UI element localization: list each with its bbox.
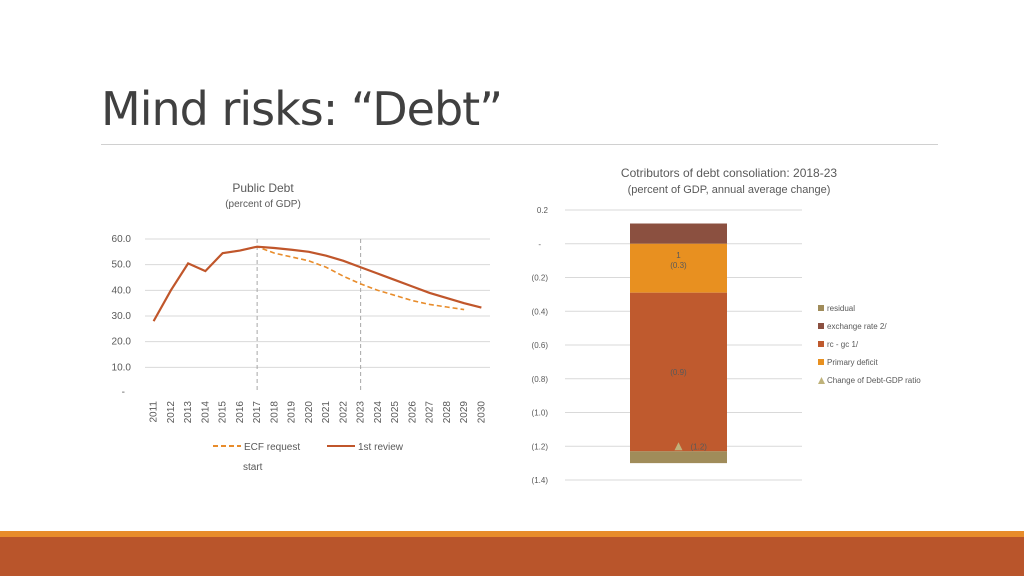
y-tick-label: 10.0 <box>112 362 132 373</box>
public-debt-chart: Public Debt (percent of GDP) - 10.0 20.0 30… <box>112 181 490 473</box>
slide-title: Mind risks: “Debt” <box>101 82 503 136</box>
y-tick-label: 40.0 <box>112 285 132 296</box>
title-divider <box>101 144 938 145</box>
x-tick-label: 2025 <box>390 401 401 424</box>
grid-lines <box>145 238 490 368</box>
y-tick-label: 60.0 <box>112 234 132 245</box>
x-tick-label: 2029 <box>459 401 470 424</box>
chart-title: Cotributors of debt consoliation: 2018-2… <box>621 166 837 180</box>
legend-label: Primary deficit <box>827 358 878 367</box>
x-tick-label: 2015 <box>218 401 229 424</box>
legend-label: 1st review <box>358 442 404 453</box>
x-tick-label: 2026 <box>407 401 418 424</box>
y-tick-label: (0.6) <box>532 341 549 350</box>
data-labels: 1(0.3) (0.9) (1.2) <box>670 251 707 451</box>
x-tick-label: 2020 <box>304 401 315 424</box>
legend-swatch <box>818 359 824 365</box>
footer-accent-bar <box>0 537 1024 576</box>
legend-swatch <box>818 305 824 311</box>
x-tick-label: 2021 <box>321 401 332 424</box>
legend-label: ECF request <box>244 442 300 453</box>
x-axis-ticks: 2011 2012 2013 2014 2015 2016 2017 2018 2019 2020… <box>149 401 488 424</box>
legend-swatch <box>818 323 824 329</box>
x-tick-label: 2022 <box>338 401 349 424</box>
x-tick-label: 2023 <box>356 401 367 424</box>
x-tick-label: 2028 <box>442 401 453 424</box>
legend-label: residual <box>827 304 855 313</box>
legend-swatch <box>818 341 824 347</box>
chart-title: Public Debt <box>232 181 294 195</box>
y-tick-label: 50.0 <box>112 260 132 271</box>
series-line <box>152 245 465 322</box>
triangle-marker <box>674 442 683 451</box>
x-tick-label: 2014 <box>200 401 211 424</box>
series-line <box>152 245 482 322</box>
legend-marker <box>818 377 825 384</box>
data-label: 1 <box>676 251 681 260</box>
y-tick-label: (0.8) <box>532 375 549 384</box>
y-tick-label: - <box>538 240 541 249</box>
data-label: (0.3) <box>670 261 687 270</box>
y-tick-label: (1.2) <box>532 442 549 451</box>
legend-label: rc - gc 1/ <box>827 340 859 349</box>
contributors-chart: Cotributors of debt consoliation: 2018-2… <box>532 166 922 485</box>
y-tick-label: (0.2) <box>532 274 549 283</box>
start-annotation: start <box>243 462 263 473</box>
series-lines <box>152 245 482 322</box>
legend: residual exchange rate 2/rc - gc 1/Primar… <box>818 304 921 385</box>
x-tick-label: 2018 <box>269 401 280 424</box>
footer-accent-stripe <box>0 531 1024 537</box>
x-tick-label: 2017 <box>252 401 263 424</box>
stacked-bar <box>630 223 727 464</box>
bar-segment-residual <box>630 451 727 464</box>
y-tick-label: (1.0) <box>532 409 549 418</box>
y-tick-label: (0.4) <box>532 307 549 316</box>
x-tick-label: 2027 <box>425 401 436 424</box>
reference-lines <box>256 239 362 393</box>
x-tick-label: 2030 <box>476 401 487 424</box>
legend-label: Change of Debt-GDP ratio <box>827 376 921 385</box>
legend: ECF request 1st review <box>213 442 404 453</box>
x-tick-label: 2013 <box>183 401 194 424</box>
x-tick-label: 2024 <box>373 401 384 424</box>
y-axis-ticks: 0.2 - (0.2) (0.4) (0.6) (0.8) (1.0) (1.2) (1.4) <box>532 206 549 485</box>
x-tick-label: 2011 <box>149 401 160 423</box>
x-tick-label: 2016 <box>235 401 246 424</box>
legend-label: exchange rate 2/ <box>827 322 887 331</box>
y-tick-label: - <box>122 387 125 398</box>
bar-segment-primary-deficit <box>630 243 727 293</box>
y-tick-label: 20.0 <box>112 337 132 348</box>
data-label: (1.2) <box>691 442 708 451</box>
x-tick-label: 2019 <box>287 401 298 424</box>
x-tick-label: 2012 <box>166 401 177 424</box>
y-axis-ticks: - 10.0 20.0 30.0 40.0 50.0 60.0 <box>112 234 132 398</box>
data-label: (0.9) <box>670 368 687 377</box>
chart-subtitle: (percent of GDP, annual average change) <box>628 184 831 196</box>
bar-segment-rc-gc <box>630 292 727 452</box>
bar-segment-exchange-rate <box>630 223 727 244</box>
y-tick-label: (1.4) <box>532 476 549 485</box>
y-tick-label: 0.2 <box>537 206 549 215</box>
chart-subtitle: (percent of GDP) <box>225 199 301 210</box>
y-tick-label: 30.0 <box>112 311 132 322</box>
